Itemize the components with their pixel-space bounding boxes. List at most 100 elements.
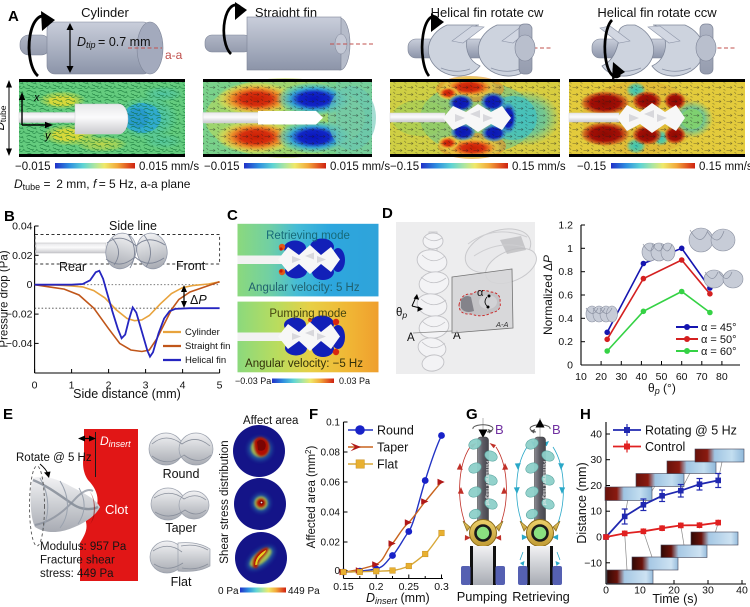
svg-text:−0.03 Pa: −0.03 Pa (235, 376, 271, 386)
svg-text:A: A (8, 8, 19, 25)
svg-text:Angular velocity: −5 Hz: Angular velocity: −5 Hz (245, 358, 363, 370)
svg-text:20: 20 (595, 371, 607, 383)
svg-text:Time (s): Time (s) (652, 592, 697, 606)
svg-text:θp: θp (396, 307, 407, 320)
svg-text:Flat: Flat (377, 458, 398, 472)
svg-text:0.02: 0.02 (321, 538, 341, 549)
svg-text:Shear stress distribution: Shear stress distribution (219, 440, 231, 563)
svg-text:0: 0 (334, 566, 340, 577)
svg-text:B: B (495, 422, 504, 437)
svg-text:Rear: Rear (59, 260, 86, 274)
svg-text:40: 40 (590, 429, 602, 441)
svg-text:−10: −10 (584, 557, 602, 569)
svg-text:α = 60°: α = 60° (701, 346, 737, 358)
svg-text:Pressure drop (Pa): Pressure drop (Pa) (0, 250, 11, 347)
svg-text:A: A (407, 332, 415, 344)
svg-text:Rotate @ 5 Hz: Rotate @ 5 Hz (16, 452, 92, 464)
svg-text:Helical fin: Helical fin (185, 355, 226, 366)
svg-text:Round: Round (377, 424, 414, 438)
svg-text:Permanent magnet: Permanent magnet (484, 460, 490, 506)
svg-text:70: 70 (696, 371, 708, 383)
svg-text:30: 30 (590, 454, 602, 466)
svg-text:Angular velocity: 5 Hz: Angular velocity: 5 Hz (248, 282, 359, 294)
svg-text:0.2: 0.2 (558, 336, 573, 348)
svg-text:50: 50 (656, 371, 668, 383)
svg-text:A-A: A-A (495, 320, 509, 329)
svg-text:0.04: 0.04 (321, 508, 341, 519)
svg-text:Side line: Side line (109, 219, 157, 233)
svg-text:−0.015: −0.015 (15, 161, 51, 173)
svg-text:A: A (453, 330, 461, 342)
svg-text:F: F (309, 406, 318, 423)
svg-text:20: 20 (590, 480, 602, 492)
svg-text:0.15: 0.15 (333, 581, 354, 593)
svg-text:0.03 Pa: 0.03 Pa (339, 376, 370, 386)
svg-text:0.25: 0.25 (399, 581, 420, 593)
svg-text:Helical fin rotate cw: Helical fin rotate cw (431, 5, 544, 20)
svg-text:y: y (44, 130, 52, 142)
svg-text:10: 10 (575, 371, 587, 383)
svg-text:0: 0 (32, 380, 38, 392)
svg-text:Dinsert (mm): Dinsert (mm) (366, 591, 430, 606)
svg-text:H: H (580, 406, 591, 423)
svg-text:30: 30 (615, 371, 627, 383)
svg-text:0.02: 0.02 (12, 250, 33, 262)
svg-text:Rotating @ 5 Hz: Rotating @ 5 Hz (645, 424, 737, 438)
svg-text:Dtube: Dtube (0, 105, 8, 130)
svg-text:Control: Control (645, 440, 685, 454)
svg-text:0.015 mm/s: 0.015 mm/s (330, 161, 390, 173)
svg-text:2: 2 (106, 380, 112, 392)
svg-text:E: E (3, 406, 13, 423)
svg-text:0.015 mm/s: 0.015 mm/s (139, 161, 199, 173)
svg-text:B: B (552, 422, 561, 437)
svg-text:ΔP: ΔP (190, 293, 207, 307)
svg-text:0.1: 0.1 (326, 418, 340, 429)
svg-text:Dtip = 0.7 mm: Dtip = 0.7 mm (77, 35, 151, 50)
svg-text:0: 0 (567, 360, 573, 372)
svg-text:Normalized ΔP: Normalized ΔP (541, 255, 555, 335)
svg-text:α = 45°: α = 45° (701, 322, 737, 334)
svg-text:Side distance (mm): Side distance (mm) (73, 387, 181, 401)
svg-text:−0.04: −0.04 (6, 338, 33, 350)
svg-text:0 Pa: 0 Pa (218, 586, 239, 597)
svg-text:Clot: Clot (105, 502, 129, 517)
svg-text:G: G (466, 406, 478, 423)
svg-text:Flat: Flat (171, 575, 192, 589)
svg-text:0.04: 0.04 (12, 221, 33, 233)
svg-text:Straight fin: Straight fin (185, 341, 230, 352)
svg-text:1: 1 (567, 243, 573, 255)
svg-text:Cylinder: Cylinder (81, 5, 129, 20)
svg-text:θp (°): θp (°) (648, 381, 676, 396)
svg-text:Cylinder: Cylinder (185, 327, 220, 338)
svg-text:449 Pa: 449 Pa (288, 586, 320, 597)
svg-text:B: B (4, 208, 15, 225)
svg-text:D: D (382, 205, 393, 222)
svg-text:Modulus: 957 Pa: Modulus: 957 Pa (40, 541, 127, 553)
svg-text:C: C (227, 207, 238, 224)
svg-text:10: 10 (634, 585, 646, 597)
svg-text:stress: 449 Pa: stress: 449 Pa (40, 568, 114, 580)
svg-text:0.6: 0.6 (558, 290, 573, 302)
svg-text:Straight fin: Straight fin (255, 5, 317, 20)
svg-text:3: 3 (143, 380, 149, 392)
svg-text:Dinsert: Dinsert (100, 434, 131, 449)
svg-text:0.8: 0.8 (558, 266, 573, 278)
svg-text:Pumping: Pumping (457, 589, 508, 604)
svg-text:1: 1 (69, 380, 75, 392)
svg-text:α = 50°: α = 50° (701, 334, 737, 346)
svg-text:0.08: 0.08 (321, 448, 341, 459)
svg-text:0.15 mm/s: 0.15 mm/s (699, 161, 750, 173)
svg-text:0.2: 0.2 (369, 581, 384, 593)
svg-text:Permanent magnet: Permanent magnet (541, 460, 547, 506)
svg-text:5: 5 (217, 380, 223, 392)
svg-text:Retrieving mode: Retrieving mode (266, 230, 350, 242)
svg-text:1.2: 1.2 (558, 220, 573, 232)
svg-text:0.15 mm/s: 0.15 mm/s (512, 161, 566, 173)
svg-text:30: 30 (702, 585, 714, 597)
svg-text:Taper: Taper (165, 521, 196, 535)
svg-text:Taper: Taper (377, 441, 408, 455)
svg-text:80: 80 (716, 371, 728, 383)
svg-text:20: 20 (668, 585, 680, 597)
svg-text:−0.015: −0.015 (204, 161, 240, 173)
svg-text:Fracture shear: Fracture shear (40, 555, 115, 567)
